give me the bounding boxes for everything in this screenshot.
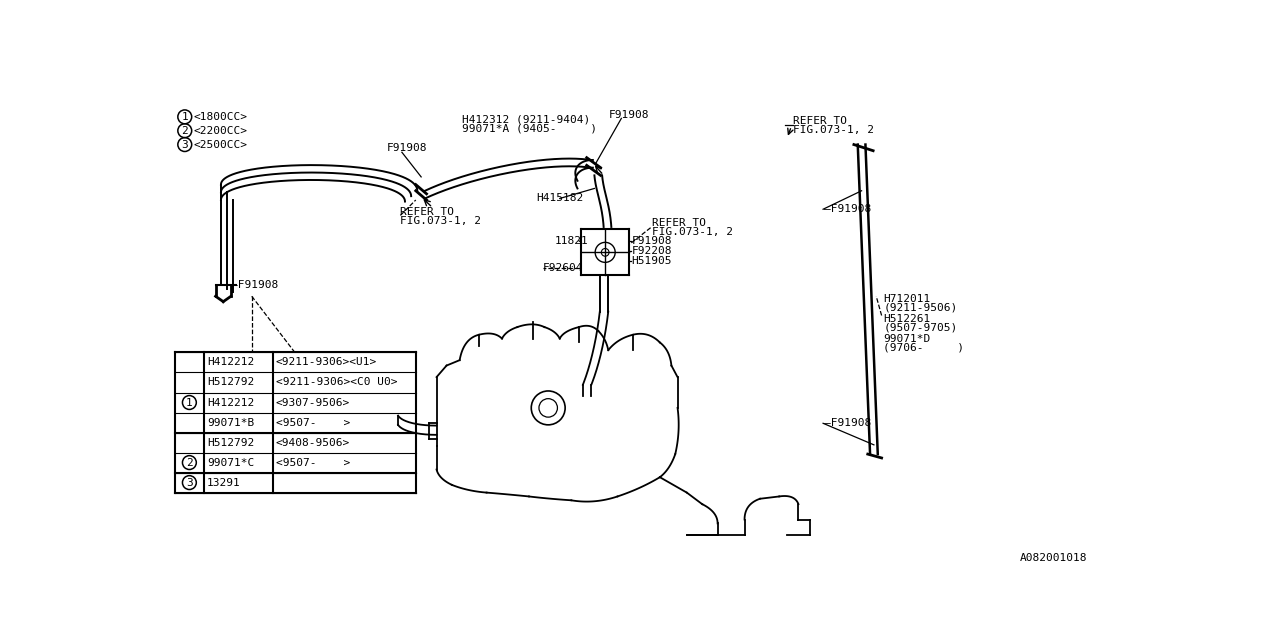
Text: H712011: H712011 [883, 294, 931, 303]
Text: <9507-    >: <9507- > [275, 417, 349, 428]
Text: H412212: H412212 [207, 358, 255, 367]
Text: H412312 (9211-9404): H412312 (9211-9404) [462, 114, 590, 124]
Text: <9408-9506>: <9408-9506> [275, 438, 349, 447]
Text: FIG.073-1, 2: FIG.073-1, 2 [794, 125, 874, 135]
Text: 11821: 11821 [554, 236, 588, 246]
Text: A082001018: A082001018 [1020, 553, 1087, 563]
Text: <2500CC>: <2500CC> [195, 140, 248, 150]
Text: 99071*B: 99071*B [207, 417, 255, 428]
Text: —F91908: —F91908 [824, 419, 872, 428]
Text: <9507-    >: <9507- > [275, 458, 349, 468]
Text: (9706-     ): (9706- ) [883, 343, 964, 353]
Text: 3: 3 [182, 140, 188, 150]
Text: F91908: F91908 [631, 236, 672, 246]
Text: H415182: H415182 [536, 193, 584, 204]
Text: H512261: H512261 [883, 314, 931, 324]
Text: H412212: H412212 [207, 397, 255, 408]
Text: FIG.073-1, 2: FIG.073-1, 2 [652, 227, 733, 237]
Text: (9507-9705): (9507-9705) [883, 323, 957, 333]
Text: 99071*D: 99071*D [883, 333, 931, 344]
Text: 99071*C: 99071*C [207, 458, 255, 468]
Text: 99071*A (9405-     ): 99071*A (9405- ) [462, 124, 596, 133]
Text: 13291: 13291 [207, 477, 241, 488]
Text: REFER TO: REFER TO [401, 207, 454, 216]
Text: —F91908: —F91908 [230, 280, 278, 290]
Text: <1800CC>: <1800CC> [195, 112, 248, 122]
Text: 1: 1 [182, 112, 188, 122]
Text: REFER TO: REFER TO [794, 116, 847, 125]
Text: —F91908: —F91908 [824, 204, 872, 214]
Text: (9211-9506): (9211-9506) [883, 303, 957, 313]
Text: <9211-9306><U1>: <9211-9306><U1> [275, 358, 376, 367]
Text: F92208: F92208 [631, 246, 672, 256]
Text: F91908: F91908 [608, 110, 649, 120]
Text: <9307-9506>: <9307-9506> [275, 397, 349, 408]
Text: <9211-9306><C0 U0>: <9211-9306><C0 U0> [275, 378, 397, 387]
Text: 1: 1 [186, 397, 193, 408]
Text: H512792: H512792 [207, 378, 255, 387]
Text: H512792: H512792 [207, 438, 255, 447]
Text: FIG.073-1, 2: FIG.073-1, 2 [401, 216, 481, 226]
Text: 2: 2 [186, 458, 193, 468]
Text: 2: 2 [182, 125, 188, 136]
Text: <2200CC>: <2200CC> [195, 125, 248, 136]
Text: 3: 3 [186, 477, 193, 488]
Text: F92604: F92604 [543, 263, 584, 273]
Text: REFER TO: REFER TO [652, 218, 707, 228]
Text: F91908: F91908 [387, 143, 428, 154]
Text: H51905: H51905 [631, 256, 672, 266]
